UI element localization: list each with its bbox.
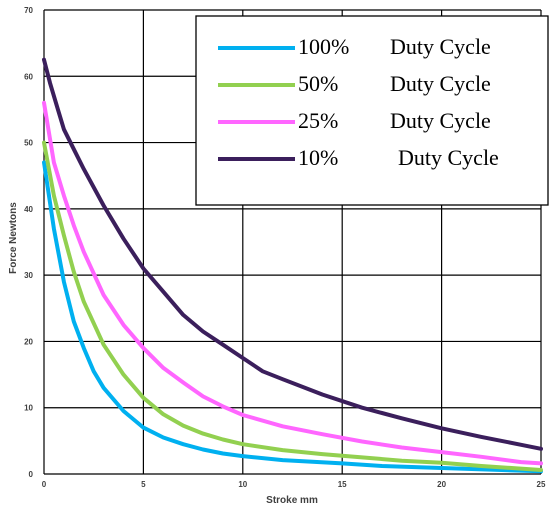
legend-label-text-0: Duty Cycle [390,34,491,59]
y-tick-label-1: 10 [24,404,33,413]
series-line-2 [42,100,543,466]
legend-label-pct-2: 25% [298,108,338,133]
y-tick-label-0: 0 [29,470,34,479]
y-tick-label-4: 40 [24,205,33,214]
y-tick-label-3: 30 [24,271,33,280]
x-tick-label-3: 15 [338,480,347,489]
legend-label-pct-1: 50% [298,71,338,96]
x-tick-label-5: 25 [537,480,546,489]
x-tick-label-2: 10 [238,480,247,489]
x-tick-label-0: 0 [42,480,47,489]
series-line-3 [42,57,543,451]
legend-box [195,15,549,206]
y-axis-title: Force Newtons [8,202,19,274]
x-tick-label-4: 20 [437,480,446,489]
x-axis-title: Stroke mm [266,495,318,506]
x-tick-label-1: 5 [141,480,146,489]
legend-label-text-3: Duty Cycle [398,145,499,170]
tick-labels: 0 5 10 15 20 25 0 10 20 30 40 50 60 70 [24,6,546,489]
y-tick-label-7: 70 [24,6,33,15]
series-line-0 [42,160,543,474]
series-lines [42,57,543,474]
legend-label-pct-0: 100% [298,34,349,59]
y-tick-label-2: 20 [24,337,33,346]
legend-label-text-2: Duty Cycle [390,108,491,133]
y-tick-label-6: 60 [24,72,33,81]
series-line-1 [42,140,543,472]
legend-label-text-1: Duty Cycle [390,71,491,96]
y-tick-label-5: 50 [24,139,33,148]
legend-label-pct-3: 10% [298,145,338,170]
legend: 100% Duty Cycle 50% Duty Cycle 25% Duty Cycle… [195,15,549,206]
